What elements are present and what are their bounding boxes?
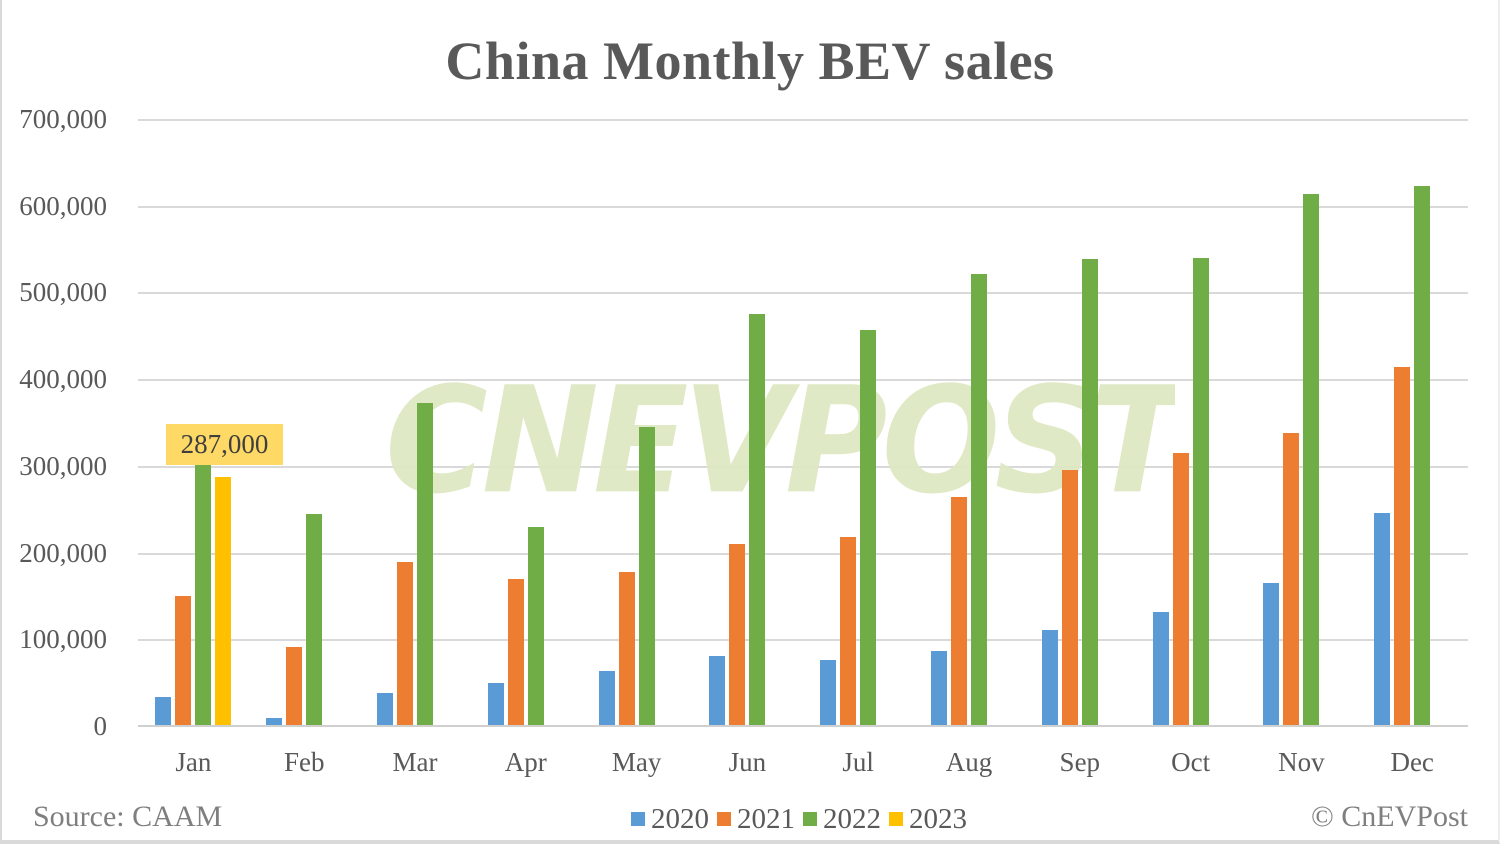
bar-jan-2023: [215, 477, 232, 726]
bar-nov-2020: [1263, 582, 1280, 726]
gridline: [138, 292, 1468, 295]
bar-jun-2020: [709, 655, 726, 726]
legend-swatch-icon: [889, 812, 903, 826]
bar-jul-2022: [860, 329, 877, 726]
data-label-jan-2023: 287,000: [166, 424, 283, 465]
bar-nov-2021: [1283, 432, 1300, 726]
x-tick-label: Jun: [728, 747, 767, 777]
bar-aug-2020: [931, 650, 947, 726]
gridline: [138, 119, 1468, 121]
x-tick-label: Feb: [283, 747, 325, 777]
gridline: [138, 465, 1468, 468]
source-note: Source: CAAM: [33, 800, 223, 833]
bar-may-2022: [638, 426, 655, 726]
bar-oct-2020: [1152, 611, 1169, 726]
legend-label: 2021: [737, 802, 795, 835]
copyright-credit: © CnEVPost: [1311, 800, 1468, 833]
bar-jun-2022: [749, 314, 766, 726]
legend-swatch-icon: [717, 812, 731, 826]
watermark-logo: CNEVPOST: [385, 380, 1175, 503]
gridline: [138, 205, 1468, 208]
gridline: [138, 552, 1468, 555]
bar-jan-2022: [195, 461, 212, 726]
legend: 2020 2021 2022 2023: [631, 803, 975, 835]
bar-apr-2020: [487, 682, 504, 726]
legend-label: 2023: [909, 802, 967, 835]
bar-sep-2020: [1041, 629, 1058, 726]
x-tick-label: May: [611, 747, 662, 777]
bar-sep-2022: [1081, 259, 1098, 726]
bar-apr-2022: [527, 526, 544, 726]
bar-mar-2020: [377, 693, 393, 726]
bar-sep-2021: [1061, 470, 1078, 726]
y-tick-label: 600,000: [19, 190, 107, 221]
bar-aug-2021: [951, 497, 967, 726]
bar-jul-2021: [840, 536, 857, 726]
bar-dec-2022: [1414, 185, 1431, 726]
bar-nov-2022: [1303, 193, 1320, 726]
bar-jan-2021: [175, 595, 192, 726]
y-tick-label: 200,000: [19, 537, 107, 568]
bar-aug-2022: [971, 274, 987, 726]
bar-mar-2022: [417, 403, 433, 726]
x-tick-label: Dec: [1390, 747, 1434, 777]
bar-may-2020: [598, 671, 615, 726]
legend-item-2021: 2021: [717, 803, 795, 836]
legend-item-2020: 2020: [631, 803, 709, 836]
bar-feb-2022: [306, 513, 323, 726]
x-tick-label: Jul: [842, 747, 874, 777]
legend-item-2023: 2023: [889, 803, 967, 836]
x-axis-line: [138, 725, 1468, 727]
bar-dec-2020: [1374, 512, 1391, 726]
gridline: [138, 379, 1468, 382]
legend-swatch-icon: [803, 812, 817, 826]
bar-mar-2021: [397, 562, 413, 726]
chart-title: China Monthly BEV sales: [445, 31, 1055, 91]
x-tick-label: Oct: [1171, 747, 1211, 777]
bar-jun-2021: [729, 543, 746, 726]
x-tick-label: Aug: [945, 747, 993, 777]
x-tick-label: Nov: [1278, 747, 1325, 777]
bar-feb-2020: [266, 718, 283, 726]
x-tick-label: Apr: [504, 747, 547, 777]
x-tick-label: Jan: [175, 747, 212, 777]
bar-jul-2020: [820, 660, 837, 726]
y-tick-label: 500,000: [19, 277, 107, 308]
y-tick-label: 0: [93, 711, 108, 741]
bar-may-2021: [618, 571, 635, 726]
bar-feb-2021: [286, 647, 303, 726]
legend-label: 2022: [823, 802, 881, 835]
gridline: [138, 639, 1468, 642]
legend-swatch-icon: [631, 812, 645, 826]
y-tick-label: 300,000: [19, 450, 107, 481]
legend-label: 2020: [651, 802, 709, 835]
x-tick-label: Sep: [1059, 747, 1101, 777]
bar-oct-2021: [1172, 452, 1189, 726]
bar-dec-2021: [1394, 367, 1411, 726]
y-tick-label: 400,000: [19, 364, 107, 395]
y-tick-label: 700,000: [19, 104, 107, 134]
x-tick-label: Mar: [392, 747, 438, 777]
bar-apr-2021: [507, 579, 524, 726]
bar-jan-2020: [155, 697, 172, 726]
bar-oct-2022: [1192, 257, 1209, 726]
legend-item-2022: 2022: [803, 803, 881, 836]
y-tick-label: 100,000: [19, 624, 107, 655]
